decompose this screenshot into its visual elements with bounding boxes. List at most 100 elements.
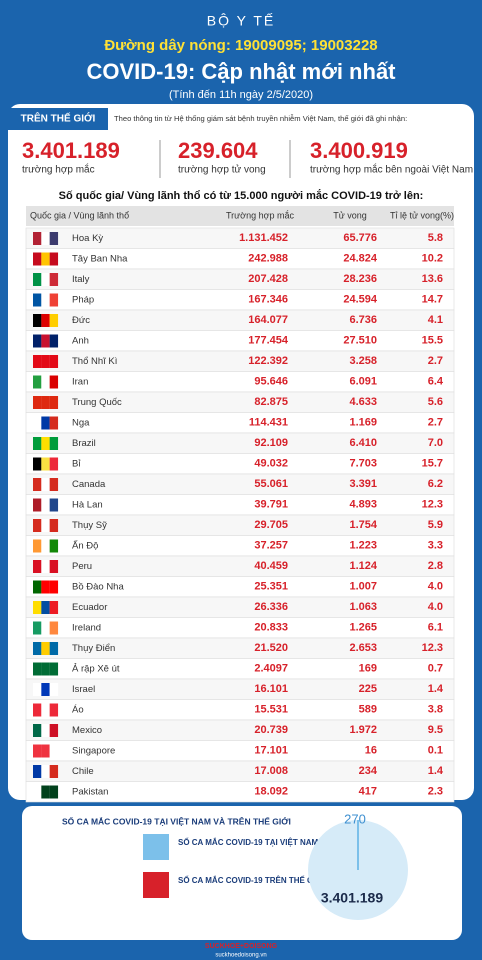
deaths: 1.265 — [349, 622, 377, 634]
deaths: 24.594 — [343, 294, 378, 306]
vietnam-count: 270 — [344, 811, 366, 826]
country: Thụy Sỹ — [72, 520, 107, 531]
flag — [41, 580, 50, 594]
death-rate: 2.7 — [428, 355, 443, 367]
cases: 17.101 — [254, 745, 288, 757]
flag — [41, 724, 50, 737]
tab — [8, 108, 108, 130]
country: Iran — [72, 376, 88, 387]
flag — [49, 703, 59, 717]
flag — [33, 232, 42, 245]
flag — [49, 765, 59, 778]
deaths: 24.824 — [343, 253, 378, 265]
flag — [33, 314, 42, 327]
flag — [33, 642, 42, 655]
death-rate: 5.8 — [428, 232, 443, 244]
row — [25, 268, 455, 290]
country: Hoa Kỳ — [72, 233, 103, 244]
flag — [49, 437, 59, 450]
column-header: Quốc gia / Vùng lãnh thổ — [30, 210, 129, 220]
flag — [33, 703, 42, 717]
cases: 17.008 — [254, 765, 288, 777]
flag — [49, 601, 59, 614]
flag — [41, 396, 50, 409]
death-rate: 14.7 — [422, 294, 443, 306]
country: Bồ Đào Nha — [72, 581, 124, 592]
date: (Tính đến 11h ngày 2/5/2020) — [169, 89, 313, 101]
flag — [41, 498, 50, 512]
cases: 21.520 — [254, 642, 288, 654]
deaths: 27.510 — [343, 335, 377, 347]
flag — [33, 539, 42, 553]
flag — [33, 785, 42, 799]
country: Italy — [72, 274, 90, 285]
deaths: 1.754 — [349, 519, 377, 531]
cases: 37.257 — [254, 540, 288, 552]
intro: Theo thông tin từ Hệ thống giám sát bệnh… — [114, 114, 407, 123]
flag — [41, 662, 50, 676]
cases: 122.392 — [248, 355, 288, 367]
flag — [41, 334, 50, 348]
flag — [33, 273, 42, 286]
deaths: 16 — [365, 745, 377, 757]
country: Pháp — [72, 294, 94, 305]
flag — [41, 642, 50, 655]
flag — [33, 416, 42, 430]
death-rate: 2.7 — [428, 417, 443, 429]
legend-swatch — [143, 834, 169, 860]
death-rate: 1.4 — [428, 683, 444, 695]
flag — [33, 621, 42, 635]
flag — [41, 703, 50, 717]
flag — [49, 662, 59, 676]
flag — [33, 396, 42, 409]
death-rate: 13.6 — [422, 273, 443, 285]
deaths: 1.169 — [349, 417, 377, 429]
cases: 167.346 — [248, 294, 288, 306]
flag — [41, 375, 50, 389]
hotline: Đường dây nóng: 19009095; 19003228 — [104, 37, 377, 54]
deaths: 4.633 — [349, 396, 377, 408]
flag — [33, 457, 42, 471]
deaths: 169 — [359, 663, 377, 675]
flag — [41, 539, 50, 553]
death-rate: 15.7 — [422, 458, 443, 470]
row — [25, 371, 455, 393]
flag — [33, 355, 42, 368]
cases: 15.531 — [254, 704, 288, 716]
country: Hà Lan — [72, 499, 103, 510]
cases: 25.351 — [254, 581, 288, 593]
row — [25, 330, 455, 352]
flag — [49, 498, 59, 512]
table-title: Số quốc gia/ Vùng lãnh thổ có từ 15.000 … — [59, 189, 424, 202]
cases: 164.077 — [248, 314, 288, 326]
flag — [33, 293, 42, 307]
flag — [49, 314, 59, 327]
row — [25, 412, 455, 434]
deaths: 1.972 — [349, 724, 377, 736]
deaths: 3.391 — [349, 478, 377, 490]
flag — [41, 785, 50, 799]
stat-value: 3.400.919 — [310, 138, 408, 163]
death-rate: 4.1 — [428, 314, 443, 326]
flag — [49, 560, 59, 573]
row — [25, 781, 455, 803]
death-rate: 12.3 — [422, 642, 443, 654]
flag — [41, 314, 50, 327]
flag — [33, 662, 42, 676]
footer-site: suckhoedoisong.vn — [215, 953, 266, 959]
cases: 16.101 — [254, 683, 288, 695]
cases: 207.428 — [248, 273, 288, 285]
flag — [33, 519, 42, 532]
flag — [49, 478, 59, 491]
flag — [41, 252, 50, 266]
cases: 26.336 — [254, 601, 288, 613]
death-rate: 5.6 — [428, 396, 443, 408]
title: COVID-19: Cập nhật mới nhất — [87, 59, 397, 84]
flag — [49, 785, 59, 799]
deaths: 589 — [359, 704, 377, 716]
legend-swatch — [143, 872, 169, 898]
flag — [49, 519, 59, 532]
country: Canada — [72, 479, 106, 490]
cases: 2.4097 — [254, 663, 288, 675]
death-rate: 2.3 — [428, 786, 443, 798]
